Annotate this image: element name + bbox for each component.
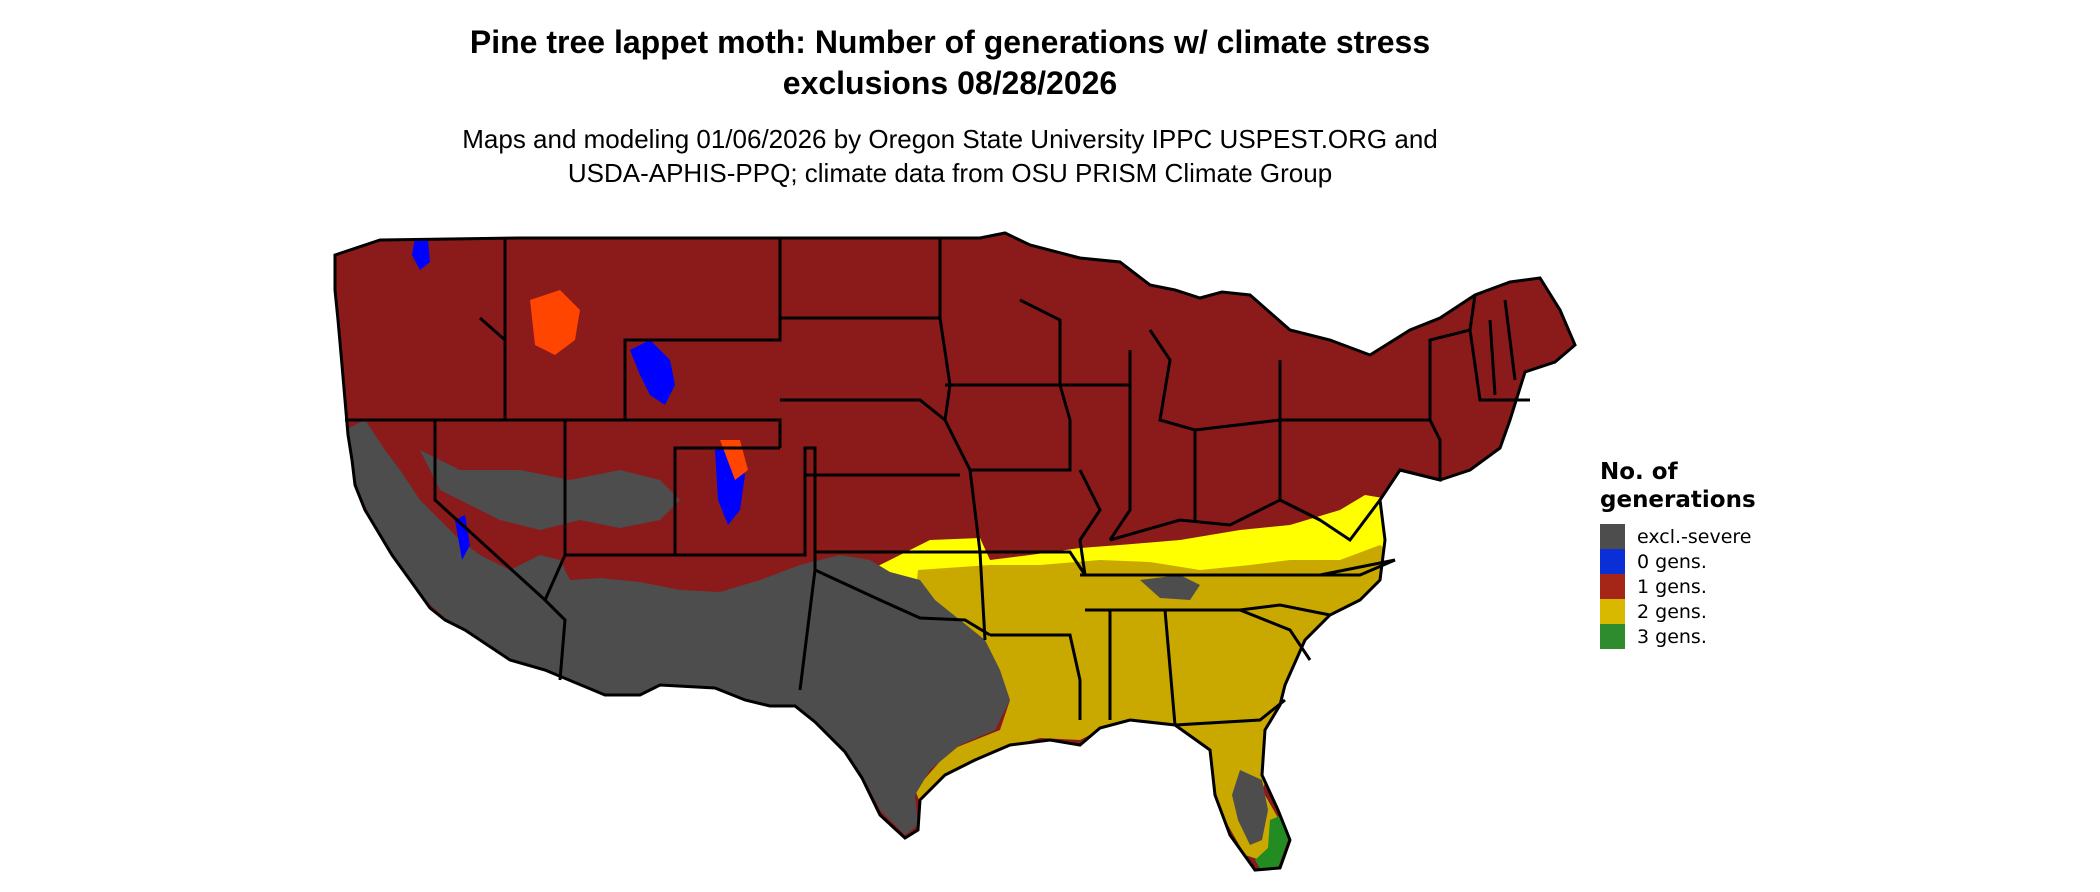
border-nc-sc	[1239, 603, 1331, 617]
border-id-mt-wy	[503, 238, 782, 422]
region-excluded-south-central	[1140, 575, 1200, 600]
region-excluded-southwest	[345, 420, 1010, 835]
region-excluded-great-basin	[420, 450, 680, 530]
border-ia-mo	[970, 384, 1072, 472]
legend-swatch	[1600, 624, 1625, 649]
state-borders	[333, 231, 1577, 872]
region-0-gen-sierra	[455, 515, 470, 560]
border-ga-fl	[1174, 698, 1286, 727]
legend-swatch	[1600, 524, 1625, 549]
region-excluded-florida	[1232, 770, 1268, 845]
border-ky-tn	[1080, 558, 1396, 577]
legend-swatch	[1600, 599, 1625, 624]
border-vt-nh-me	[1468, 294, 1517, 396]
border-ok-tx	[814, 568, 991, 637]
region-0-gen-rockies-north	[630, 340, 675, 405]
region-1-gen-orange-idaho	[530, 290, 580, 355]
legend-label: 0 gens.	[1637, 550, 1707, 573]
border-nm-co-tx	[675, 446, 817, 691]
map-title: Pine tree lappet moth: Number of generat…	[0, 22, 1900, 104]
border-mn-ia	[945, 298, 1062, 387]
border-mo-ar	[980, 469, 1102, 576]
legend-label: excl.-severe	[1637, 525, 1752, 548]
legend-item: excl.-severe	[1600, 524, 1820, 549]
region-1-gen-orange-colorado	[720, 440, 748, 480]
border-ar-la	[990, 633, 1082, 720]
legend-item: 1 gens.	[1600, 574, 1820, 599]
border-mi	[1148, 329, 1282, 432]
border-al-ga	[1163, 609, 1177, 726]
border-ga-sc	[1239, 608, 1312, 661]
subtitle-line-2: USDA-APHIS-PPQ; climate data from OSU PR…	[567, 158, 1333, 188]
legend-swatch	[1600, 574, 1625, 599]
legend-label: 3 gens.	[1637, 625, 1707, 648]
border-nevada-south	[543, 554, 567, 681]
region-3-gen	[1255, 815, 1288, 870]
region-0-gen-cascades	[412, 238, 430, 270]
map-legend: No. of generations excl.-severe 0 gens. 1 …	[1600, 458, 1820, 649]
legend-items: excl.-severe 0 gens. 1 gens. 2 gens. 3 gens.	[1600, 524, 1820, 649]
border-sd-ne	[780, 398, 946, 422]
legend-item: 3 gens.	[1600, 624, 1820, 649]
title-line-2: exclusions 08/28/2026	[782, 65, 1118, 101]
border-pa-ny	[1280, 418, 1442, 482]
title-line-1: Pine tree lappet moth: Number of generat…	[469, 24, 1431, 60]
legend-title: No. of generations	[1600, 458, 1820, 514]
legend-item: 2 gens.	[1600, 599, 1820, 624]
legend-swatch	[1600, 549, 1625, 574]
legend-label: 1 gens.	[1637, 575, 1707, 598]
us-outline	[333, 231, 1577, 872]
legend-label: 2 gens.	[1637, 600, 1707, 623]
border-il-in	[1108, 385, 1132, 541]
legend-title-line-1: No. of	[1600, 459, 1678, 485]
border-nv-ca	[433, 420, 547, 602]
legend-item: 0 gens.	[1600, 549, 1820, 574]
legend-title-line-2: generations	[1600, 487, 1756, 513]
border-wv-va	[1279, 498, 1382, 543]
map-subtitle: Maps and modeling 01/06/2026 by Oregon S…	[0, 122, 1900, 190]
subtitle-line-1: Maps and modeling 01/06/2026 by Oregon S…	[462, 124, 1438, 154]
border-va-nc	[1319, 558, 1396, 577]
border-wy-co	[625, 418, 782, 448]
